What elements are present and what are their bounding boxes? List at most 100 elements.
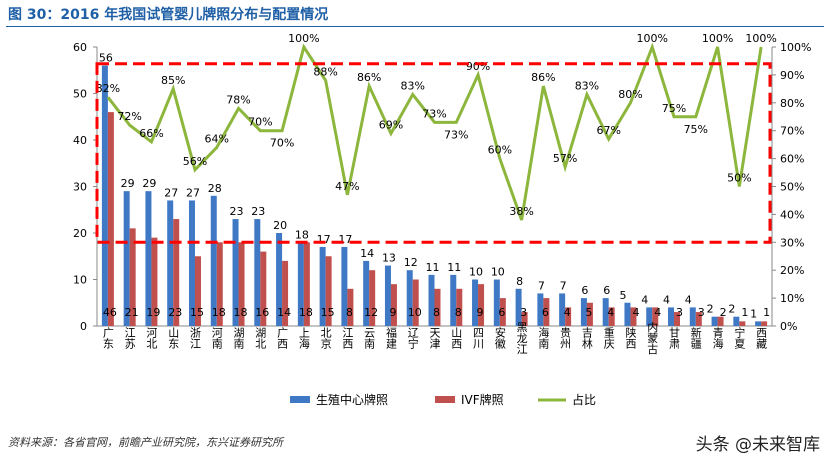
bar-label-license-center: 17 [338,233,352,246]
bar-ivf [695,312,702,326]
bar-license-center [493,279,500,326]
category-label: 广东 [101,327,114,349]
category-label: 海南 [537,326,550,349]
bar-ivf [129,228,136,326]
bar-license-center [319,246,326,326]
category-label: 福建 [384,326,397,350]
bar-label-ivf: 18 [212,306,226,319]
line-label-ratio: 80% [618,88,642,101]
bar-ivf [216,242,223,326]
category-label: 江苏 [123,327,136,350]
category-label: 青海 [711,327,724,350]
bar-license-center [580,298,587,326]
bar-ivf [521,312,528,326]
y-tick-label: 0 [80,320,87,333]
bar-label-license-center: 18 [295,228,309,241]
line-label-ratio: 75% [684,123,708,136]
chart-svg: 0 10 20 30 40 50 60 0% 10% 20% 30% 40% 50% 60% 70% 80% 9… [73,32,811,407]
bar-license-center [254,219,261,326]
bar-license-center [689,307,696,326]
bar-license-center [384,265,391,326]
category-label: 河北 [145,327,158,349]
category-label: 内蒙古 [646,320,659,354]
bar-label-ivf: 9 [477,306,484,319]
watermark: 头条 @未来智库 [695,435,820,455]
bar-label-license-center: 29 [121,177,135,190]
y-tick-label: 50 [73,88,87,101]
y-tick-label: 60 [73,41,87,54]
bar-license-center [646,307,653,326]
category-label: 四川 [472,327,485,349]
bar-label-ivf: 10 [408,306,422,319]
line-label-ratio: 64% [205,132,229,145]
source-note: 资料来源：各省官网，前瞻产业研究院，东兴证券研究所 [8,436,283,449]
bar-ivf [717,316,724,326]
bar-label-license-center: 5 [619,289,626,302]
category-label: 河南 [210,327,223,349]
line-label-ratio: 73% [422,107,446,120]
bar-label-ivf: 4 [654,306,661,319]
bar-label-license-center: 7 [560,279,567,292]
bar-license-center [755,321,762,326]
line-label-ratio: 70% [248,116,272,129]
bar-label-license-center: 6 [603,284,610,297]
line-label-ratio: 85% [161,74,185,87]
y2-tick-label: 50% [780,181,804,194]
bar-ivf [347,288,354,326]
line-label-ratio: 78% [226,93,250,106]
category-label: 贵州 [559,327,572,349]
bar-ivf [499,298,506,326]
category-label: 宁夏 [733,326,746,349]
category-label: 山西 [450,327,463,349]
bar-label-ivf: 6 [542,306,549,319]
bar-label-ivf: 4 [632,306,639,319]
line-label-ratio: 100% [288,32,319,45]
bar-license-center [276,233,283,326]
category-label: 山东 [167,327,180,349]
bar-label-ivf: 6 [498,306,505,319]
line-label-ratio: 83% [575,79,599,92]
bar-label-ivf: 14 [277,306,291,319]
bar-label-license-center: 4 [685,293,692,306]
category-label: 广西 [276,327,289,349]
y2-tick-label: 60% [780,153,804,166]
legend-swatch-ivf [435,396,455,403]
bar-ivf [282,260,289,326]
bar-license-center [341,246,348,326]
bar-ivf [761,321,768,326]
category-label: 上海 [297,327,310,350]
bar-label-license-center: 2 [707,303,714,316]
bar-label-ivf: 4 [607,306,614,319]
line-label-ratio: 57% [553,152,577,165]
line-label-ratio: 50% [727,172,751,185]
line-label-ratio: 86% [357,71,381,84]
y2-tick-label: 40% [780,208,804,221]
bar-label-ivf: 5 [585,306,592,319]
title-divider [6,26,824,27]
bar-label-ivf: 8 [346,306,353,319]
y2-tick-label: 70% [780,125,804,138]
bar-label-license-center: 29 [142,177,156,190]
bar-label-ivf: 3 [698,306,705,319]
bar-license-center [668,307,675,326]
bar-ivf [238,242,245,326]
bar-label-ivf: 4 [564,306,571,319]
y2-tick-label: 100% [780,41,811,54]
bar-label-license-center: 2 [728,303,735,316]
bar-label-license-center: 11 [447,261,461,274]
bar-ivf [478,284,485,326]
bar-license-center [101,65,108,326]
bar-license-center [363,260,370,326]
bar-label-ivf: 15 [321,306,335,319]
bar-label-ivf: 18 [299,306,313,319]
line-label-ratio: 83% [400,79,424,92]
figure-title: 图 30：2016 年我国试管婴儿牌照分布与配置情况 [8,7,329,23]
bar-label-ivf: 1 [763,306,770,319]
legend-label-ivf: IVF牌照 [461,393,504,407]
line-label-ratio: 100% [637,32,668,45]
line-label-ratio: 73% [444,128,468,141]
category-label: 安徽 [493,326,506,350]
bar-ivf [586,302,593,326]
bar-ivf [739,321,746,326]
category-label: 天津 [428,327,441,349]
